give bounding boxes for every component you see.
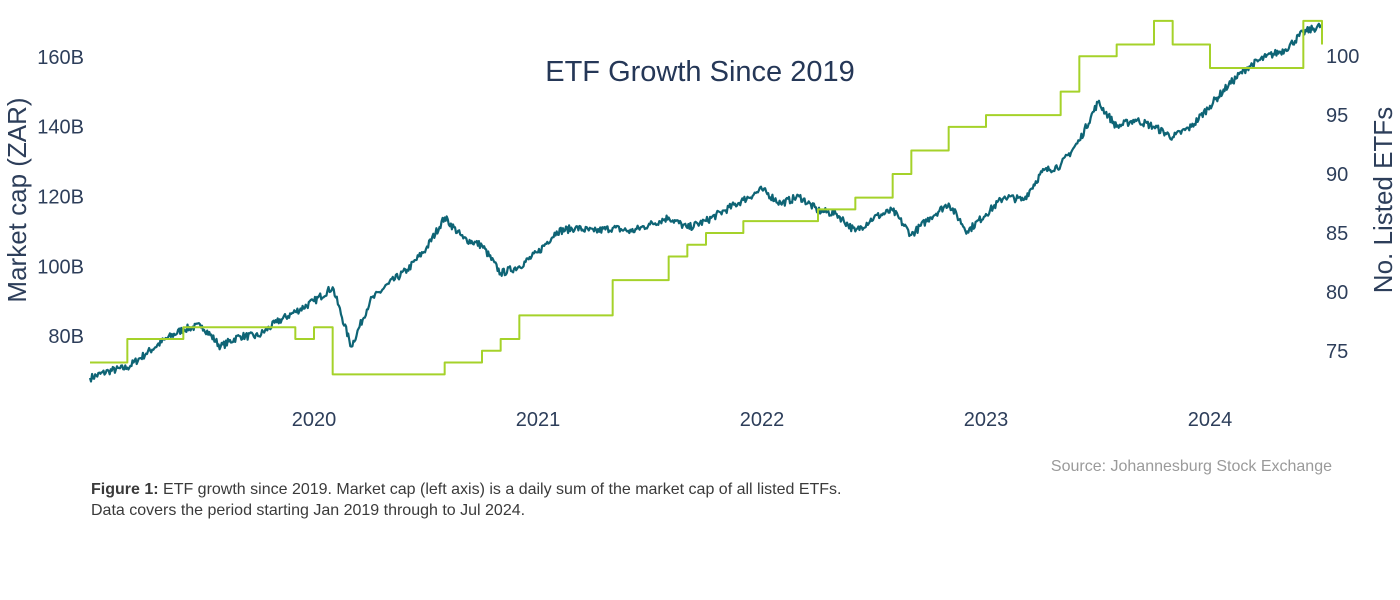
right-tick-label: 80 xyxy=(1326,282,1348,304)
x-tick-label: 2020 xyxy=(292,409,337,431)
left-axis-ticks: 80B 100B 120B 140B 160B xyxy=(37,47,84,348)
right-axis-ticks: 75 80 85 90 95 100 xyxy=(1326,46,1359,363)
caption-line-2: Data covers the period starting Jan 2019… xyxy=(91,502,526,519)
series-layer xyxy=(88,19,1323,383)
x-tick-label: 2024 xyxy=(1188,409,1233,431)
left-tick-label: 120B xyxy=(37,187,84,209)
left-tick-label: 100B xyxy=(37,256,84,278)
left-tick-label: 140B xyxy=(37,117,84,139)
right-tick-label: 90 xyxy=(1326,164,1348,186)
right-tick-label: 95 xyxy=(1326,105,1348,127)
right-tick-label: 85 xyxy=(1326,223,1348,245)
etf-growth-chart: ETF Growth Since 2019 80B 100B 120B 140B 160… xyxy=(2,19,1398,431)
right-tick-label: 100 xyxy=(1326,46,1359,68)
left-axis-title: Market cap (ZAR) xyxy=(2,97,32,302)
source-note: Source: Johannesburg Stock Exchange xyxy=(1050,458,1332,475)
x-axis-ticks: 2020 2021 2022 2023 2024 xyxy=(292,409,1233,431)
x-tick-label: 2022 xyxy=(740,409,785,431)
x-tick-label: 2021 xyxy=(516,409,561,431)
chart-title: ETF Growth Since 2019 xyxy=(545,56,854,88)
series-line-market-cap xyxy=(88,22,1323,383)
right-tick-label: 75 xyxy=(1326,341,1348,363)
right-axis-title: No. Listed ETFs xyxy=(1368,107,1398,293)
series-line-etf-count xyxy=(90,19,1323,376)
x-tick-label: 2023 xyxy=(964,409,1009,431)
left-tick-label: 80B xyxy=(48,326,84,348)
figure-caption: Figure 1: ETF growth since 2019. Market … xyxy=(91,479,991,521)
caption-label: Figure 1: xyxy=(91,481,159,498)
left-tick-label: 160B xyxy=(37,47,84,69)
caption-text: ETF growth since 2019. Market cap (left … xyxy=(163,481,842,498)
